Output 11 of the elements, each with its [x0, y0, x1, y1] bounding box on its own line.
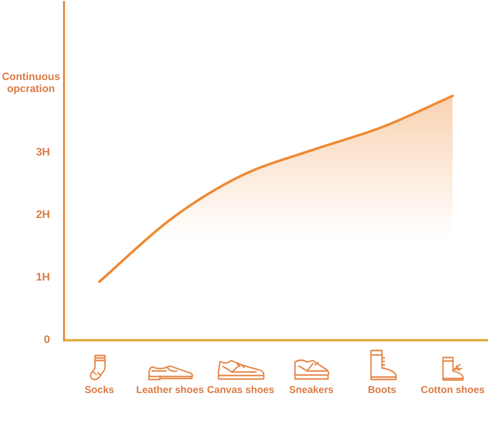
x-tick-label: Boots [368, 384, 397, 396]
y-tick-label: 0 [44, 334, 50, 346]
y-tick-label: 3H [36, 146, 50, 158]
x-tick-label: Canvas shoes [207, 384, 275, 396]
x-tick-label: Cotton shoes [420, 384, 486, 396]
x-tick-label: Leather shoes [136, 384, 204, 396]
y-tick-label: 2H [36, 208, 50, 221]
x-tick-label: Socks [84, 384, 114, 396]
x-tick-label: Sneakers [289, 384, 334, 396]
y-tick-label: 1H [36, 271, 50, 284]
y-axis-title: Continuous opcration [2, 71, 60, 96]
